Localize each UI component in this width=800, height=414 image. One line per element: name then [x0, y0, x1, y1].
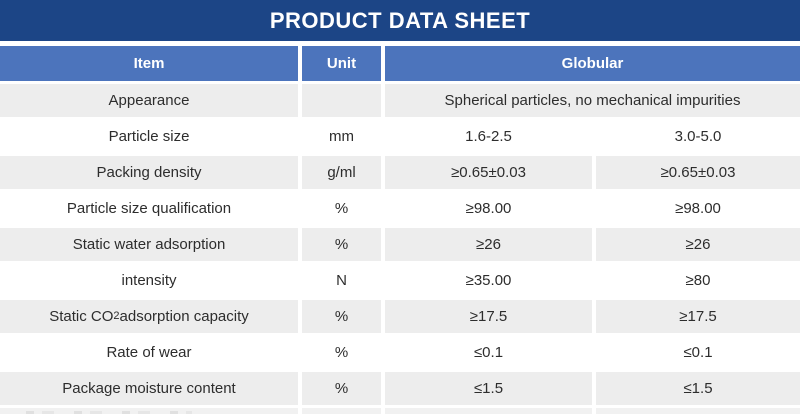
row-item-appearance: Appearance	[0, 84, 298, 117]
row-value2-particle-size: 3.0-5.0	[596, 120, 800, 153]
row-value1-rate-of-wear: ≤0.1	[385, 336, 592, 369]
row-unit-static-water-adsorption: %	[302, 228, 381, 261]
row-item-intensity: intensity	[0, 264, 298, 297]
row-value2-static-co2-adsorption-capacity: ≥17.5	[596, 300, 800, 333]
row-unit-static-co2-adsorption-capacity: %	[302, 300, 381, 333]
clipped-cell	[385, 408, 592, 414]
row-item-static-water-adsorption: Static water adsorption	[0, 228, 298, 261]
co2-label-pre: Static CO	[49, 308, 114, 325]
row-value1-intensity: ≥35.00	[385, 264, 592, 297]
row-item-static-co2-adsorption-capacity: Static CO 2 adsorption capacity	[0, 300, 298, 333]
row-value1-packing-density: ≥0.65±0.03	[385, 156, 592, 189]
row-item-package-moisture-content: Package moisture content	[0, 372, 298, 405]
clipped-next-row	[0, 408, 800, 414]
row-value1-package-moisture-content: ≤1.5	[385, 372, 592, 405]
co2-label-subscript: 2	[113, 310, 120, 322]
row-value2-intensity: ≥80	[596, 264, 800, 297]
page-title: PRODUCT DATA SHEET	[269, 7, 531, 33]
row-item-rate-of-wear: Rate of wear	[0, 336, 298, 369]
row-item-packing-density: Packing density	[0, 156, 298, 189]
clipped-cell	[302, 408, 381, 414]
co2-label-post: adsorption capacity	[119, 308, 249, 325]
clipped-cell	[596, 408, 800, 414]
row-item-particle-size: Particle size	[0, 120, 298, 153]
row-unit-intensity: N	[302, 264, 381, 297]
title-bar: PRODUCT DATA SHEET	[0, 0, 800, 41]
row-unit-packing-density: g/ml	[302, 156, 381, 189]
row-value2-rate-of-wear: ≤0.1	[596, 336, 800, 369]
row-unit-package-moisture-content: %	[302, 372, 381, 405]
row-value-appearance: Spherical particles, no mechanical impur…	[385, 84, 800, 117]
row-value1-static-co2-adsorption-capacity: ≥17.5	[385, 300, 592, 333]
column-header-globular: Globular	[385, 46, 800, 81]
row-item-particle-size-qualification: Particle size qualification	[0, 192, 298, 225]
clipped-cell	[0, 408, 298, 414]
row-value2-particle-size-qualification: ≥98.00	[596, 192, 800, 225]
row-value2-packing-density: ≥0.65±0.03	[596, 156, 800, 189]
row-unit-rate-of-wear: %	[302, 336, 381, 369]
row-value1-static-water-adsorption: ≥26	[385, 228, 592, 261]
row-value1-particle-size-qualification: ≥98.00	[385, 192, 592, 225]
spec-table: Item Unit Globular Appearance Spherical …	[0, 46, 800, 405]
row-value2-static-water-adsorption: ≥26	[596, 228, 800, 261]
row-unit-particle-size-qualification: %	[302, 192, 381, 225]
row-unit-appearance	[302, 84, 381, 117]
column-header-unit: Unit	[302, 46, 381, 81]
row-value1-particle-size: 1.6-2.5	[385, 120, 592, 153]
row-unit-particle-size: mm	[302, 120, 381, 153]
row-value2-package-moisture-content: ≤1.5	[596, 372, 800, 405]
column-header-item: Item	[0, 46, 298, 81]
